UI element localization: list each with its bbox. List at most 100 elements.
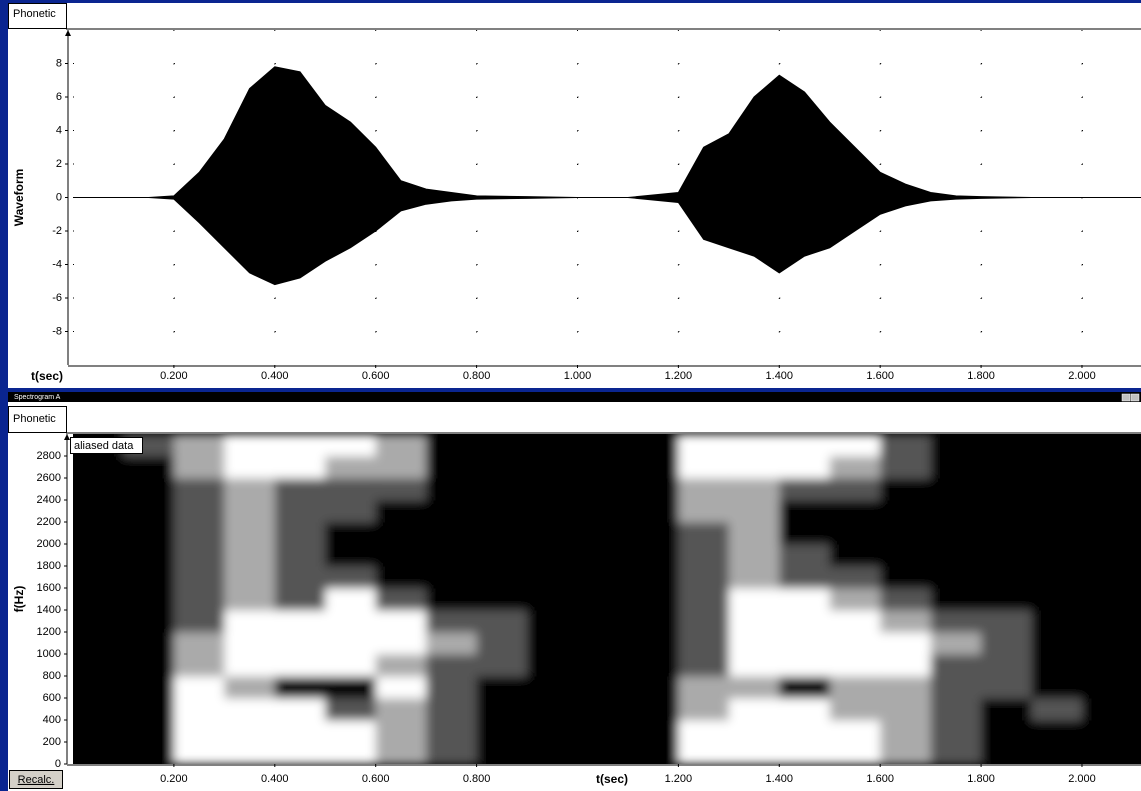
spectrogram-cell <box>477 676 528 699</box>
spectrogram-cell <box>729 500 780 523</box>
spectrogram-cell <box>275 544 326 567</box>
spectrogram-cell <box>880 566 931 589</box>
spectrogram-cell <box>325 742 376 765</box>
minimize-button[interactable] <box>1122 394 1130 401</box>
x-tick-label: 0.400 <box>261 370 289 382</box>
spectrogram-cell <box>678 500 729 523</box>
spectrogram-cell <box>779 610 830 633</box>
spectrogram-cell <box>426 566 477 589</box>
y-tick-label: 0 <box>55 758 61 770</box>
spectrogram-cell <box>174 544 225 567</box>
spectrogram-cell <box>73 566 124 589</box>
spectrogram-cell <box>880 610 931 633</box>
x-tick-label: 1.400 <box>766 370 794 382</box>
spectrogram-cell <box>174 742 225 765</box>
spectrogram-cell <box>931 500 982 523</box>
spectrogram-cell <box>224 478 275 501</box>
spectrogram-cell <box>73 654 124 677</box>
spectrogram-cell <box>830 544 881 567</box>
spectrogram-cell <box>224 544 275 567</box>
spectrogram-cell <box>325 566 376 589</box>
spectrogram-cell <box>73 588 124 611</box>
spectrogram-cell <box>577 500 628 523</box>
spectrogram-cell <box>1032 588 1083 611</box>
x-tick-label: 2.000 <box>1068 370 1096 382</box>
spectrogram-cell <box>577 610 628 633</box>
spectrogram-cell <box>73 478 124 501</box>
spectrogram-cell <box>174 566 225 589</box>
spectrogram-cell <box>1032 676 1083 699</box>
spectrogram-cell <box>426 632 477 655</box>
spectrogram-cell <box>1082 434 1133 457</box>
spectrogram-cell <box>123 610 174 633</box>
y-axis-label: Waveform <box>12 169 26 227</box>
spectrogram-cell <box>931 588 982 611</box>
pane-title: Spectrogram A <box>14 394 61 401</box>
spectrogram-cell <box>729 478 780 501</box>
spectrogram-cell <box>779 654 830 677</box>
spectrogram-cell <box>477 720 528 743</box>
maximize-button[interactable] <box>1131 394 1139 401</box>
spectrogram-cell <box>527 742 578 765</box>
spectrogram-cell <box>275 720 326 743</box>
x-tick-label: 0.800 <box>463 370 491 382</box>
spectrogram-cell <box>325 500 376 523</box>
spectrogram-cell <box>1032 522 1083 545</box>
spectrogram-cell <box>426 742 477 765</box>
spectrogram-cell <box>527 588 578 611</box>
spectrogram-cell <box>376 698 427 721</box>
x-tick-label: 2.000 <box>1068 773 1096 785</box>
spectrogram-cell <box>73 632 124 655</box>
spectrogram-cell <box>325 544 376 567</box>
spectrogram-cell <box>779 544 830 567</box>
spectrogram-cell <box>426 456 477 479</box>
spectrogram-cell <box>830 566 881 589</box>
spectrogram-cell <box>426 610 477 633</box>
spectrogram-cell <box>880 588 931 611</box>
spectrogram-cell <box>275 610 326 633</box>
spectrogram-cell <box>678 720 729 743</box>
y-tick-label: -2 <box>52 225 62 237</box>
spectrogram-cell <box>376 588 427 611</box>
y-tick-label: 1400 <box>37 604 61 616</box>
spectrogram-cell <box>123 720 174 743</box>
spectrogram-cell <box>376 522 427 545</box>
tab-label: Phonetic <box>13 413 56 425</box>
spectrogram-cell <box>376 456 427 479</box>
spectrogram-cell <box>527 522 578 545</box>
y-tick-label: 400 <box>43 714 61 726</box>
spectrogram-cell <box>1032 478 1083 501</box>
spectrogram-cell <box>729 566 780 589</box>
y-tick-label: 2200 <box>37 516 61 528</box>
spectrogram-cell <box>628 742 679 765</box>
spectrogram-cell <box>931 632 982 655</box>
spectrogram-cell <box>325 610 376 633</box>
spectrogram-cell <box>174 654 225 677</box>
spectrogram-cell <box>729 544 780 567</box>
spectrogram-cell <box>1082 478 1133 501</box>
spectrogram-cell <box>477 522 528 545</box>
spectrogram-cell <box>275 456 326 479</box>
spectrogram-cell <box>830 610 881 633</box>
spectrogram-cell <box>931 456 982 479</box>
spectrogram-cell <box>830 434 881 457</box>
y-tick-label: 2800 <box>37 450 61 462</box>
spectrogram-cell <box>73 456 124 479</box>
spectrogram-cell <box>678 478 729 501</box>
spectrogram-cell <box>577 676 628 699</box>
x-tick-label: 1.400 <box>766 773 794 785</box>
spectrogram-cell <box>678 676 729 699</box>
spectrogram-cell <box>527 654 578 677</box>
spectrogram-cell <box>779 720 830 743</box>
spectrogram-cell <box>224 720 275 743</box>
spectrogram-cell <box>1032 720 1083 743</box>
spectrogram-cell <box>779 632 830 655</box>
spectrogram-cell <box>224 522 275 545</box>
spectrogram-cell <box>880 654 931 677</box>
spectrogram-cell <box>577 522 628 545</box>
spectrogram-cell <box>880 456 931 479</box>
spectrogram-cell <box>628 478 679 501</box>
spectrogram-cell <box>981 610 1032 633</box>
spectrogram-cell <box>1032 610 1083 633</box>
y-tick-label: 2 <box>56 158 62 170</box>
